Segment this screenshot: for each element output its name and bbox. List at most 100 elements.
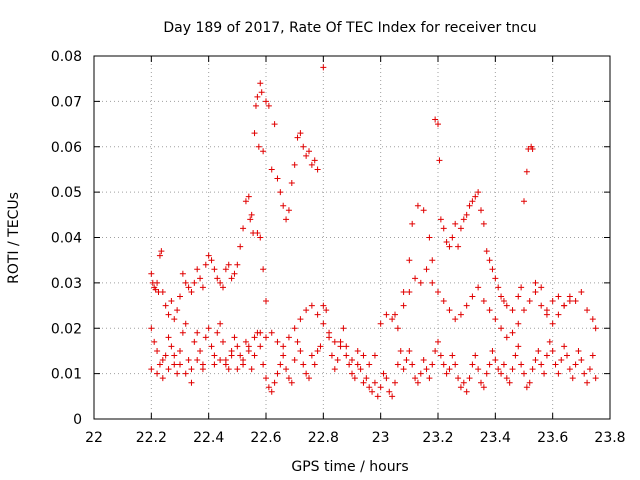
data-point <box>214 329 221 336</box>
data-point <box>538 284 545 291</box>
data-point <box>314 166 321 173</box>
data-point <box>417 279 424 286</box>
data-point <box>228 352 235 359</box>
data-point <box>308 352 315 359</box>
data-point <box>518 361 525 368</box>
data-point <box>589 316 596 323</box>
data-point <box>532 357 539 364</box>
data-point <box>360 379 367 386</box>
data-point <box>283 216 290 223</box>
x-axis-title: GPS time / hours <box>291 459 408 475</box>
data-point <box>400 288 407 295</box>
data-point <box>222 266 229 273</box>
data-point <box>509 329 516 336</box>
data-point <box>288 379 295 386</box>
data-point <box>214 275 221 282</box>
data-point <box>171 352 178 359</box>
data-point <box>495 284 502 291</box>
data-point <box>475 284 482 291</box>
data-point <box>271 379 278 386</box>
data-point <box>437 352 444 359</box>
data-point <box>466 202 473 209</box>
data-point <box>489 347 496 354</box>
data-point <box>541 370 548 377</box>
data-point <box>443 370 450 377</box>
data-point <box>486 307 493 314</box>
data-point <box>532 288 539 295</box>
data-point <box>412 375 419 382</box>
data-point <box>211 352 218 359</box>
data-point <box>406 347 413 354</box>
x-tick-label: 22.8 <box>308 430 339 446</box>
data-point <box>480 220 487 227</box>
data-point <box>581 370 588 377</box>
data-point <box>260 361 267 368</box>
y-tick-label: 0.03 <box>51 276 82 292</box>
data-point <box>452 316 459 323</box>
data-point <box>320 64 327 71</box>
data-point <box>492 316 499 323</box>
data-point <box>280 352 287 359</box>
data-point <box>489 266 496 273</box>
data-point <box>228 275 235 282</box>
data-point <box>584 379 591 386</box>
data-point <box>437 216 444 223</box>
data-point <box>280 343 287 350</box>
data-point <box>394 325 401 332</box>
data-point <box>220 338 226 345</box>
data-point <box>463 388 470 395</box>
data-point <box>426 234 433 241</box>
x-tick-label: 22.2 <box>136 430 167 446</box>
data-point <box>300 361 307 368</box>
data-point <box>429 361 436 368</box>
data-point <box>283 366 290 373</box>
data-point <box>452 361 459 368</box>
data-point <box>406 288 413 295</box>
data-point <box>251 130 258 137</box>
data-point <box>498 293 505 300</box>
data-point <box>240 357 247 364</box>
data-point <box>521 198 527 205</box>
data-point <box>455 375 462 382</box>
data-point <box>148 270 155 277</box>
data-point <box>435 121 441 128</box>
data-point <box>480 298 487 305</box>
data-point <box>357 366 364 373</box>
data-point <box>151 338 158 345</box>
data-point <box>211 266 218 273</box>
data-point <box>486 361 493 368</box>
data-point <box>466 375 473 382</box>
data-point <box>417 370 424 377</box>
data-point <box>331 366 338 373</box>
data-point <box>383 311 390 318</box>
data-point <box>291 357 298 364</box>
data-point <box>297 316 304 323</box>
data-point <box>174 370 181 377</box>
data-point <box>234 261 241 268</box>
x-tick-label: 23.6 <box>537 430 568 446</box>
data-point <box>475 366 482 373</box>
data-point <box>255 143 262 150</box>
data-point <box>460 379 467 386</box>
data-point <box>217 320 224 327</box>
data-point <box>366 361 373 368</box>
data-point <box>449 352 456 359</box>
data-point <box>366 384 373 391</box>
data-point <box>154 279 161 286</box>
data-point <box>543 307 550 314</box>
data-point <box>472 193 479 200</box>
data-point <box>377 320 384 327</box>
data-point <box>480 384 487 391</box>
data-point <box>294 338 301 345</box>
data-point <box>303 370 310 377</box>
data-point <box>274 370 281 377</box>
data-point <box>349 370 355 377</box>
data-point <box>392 311 398 318</box>
data-point <box>521 370 527 377</box>
data-point <box>165 366 172 373</box>
data-point <box>432 347 439 354</box>
data-point <box>231 334 238 341</box>
data-point <box>188 379 195 386</box>
data-point <box>409 361 416 368</box>
